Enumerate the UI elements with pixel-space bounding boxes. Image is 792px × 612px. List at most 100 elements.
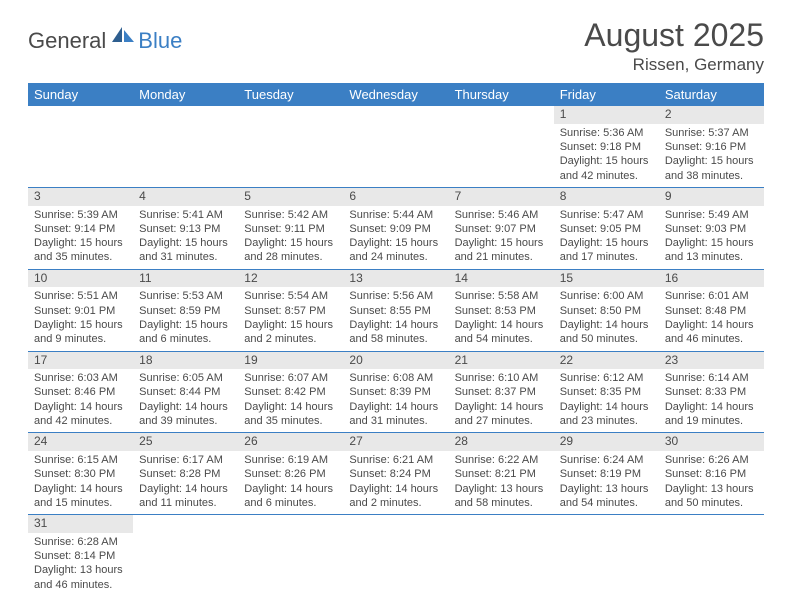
day-details: Sunrise: 5:54 AMSunset: 8:57 PMDaylight:… <box>238 287 343 350</box>
sunset-text: Sunset: 9:11 PM <box>244 222 337 236</box>
sunrise-text: Sunrise: 5:44 AM <box>349 208 442 222</box>
day-details: Sunrise: 6:22 AMSunset: 8:21 PMDaylight:… <box>449 451 554 514</box>
calendar-day-cell: 11Sunrise: 5:53 AMSunset: 8:59 PMDayligh… <box>133 269 238 351</box>
day-details: Sunrise: 6:00 AMSunset: 8:50 PMDaylight:… <box>554 287 659 350</box>
day-number: 12 <box>238 270 343 288</box>
calendar-day-cell: 19Sunrise: 6:07 AMSunset: 8:42 PMDayligh… <box>238 351 343 433</box>
calendar-day-cell: 22Sunrise: 6:12 AMSunset: 8:35 PMDayligh… <box>554 351 659 433</box>
day-number: 11 <box>133 270 238 288</box>
day-number: 25 <box>133 433 238 451</box>
sunrise-text: Sunrise: 6:12 AM <box>560 371 653 385</box>
day-number: 15 <box>554 270 659 288</box>
daylight-text: Daylight: 14 hours and 50 minutes. <box>560 318 653 347</box>
sunrise-text: Sunrise: 5:47 AM <box>560 208 653 222</box>
day-number: 5 <box>238 188 343 206</box>
location-label: Rissen, Germany <box>584 55 764 75</box>
sunrise-text: Sunrise: 6:19 AM <box>244 453 337 467</box>
sunset-text: Sunset: 8:46 PM <box>34 385 127 399</box>
daylight-text: Daylight: 13 hours and 46 minutes. <box>34 563 127 592</box>
day-number: 26 <box>238 433 343 451</box>
daylight-text: Daylight: 14 hours and 31 minutes. <box>349 400 442 429</box>
sunrise-text: Sunrise: 6:05 AM <box>139 371 232 385</box>
sunrise-text: Sunrise: 6:26 AM <box>665 453 758 467</box>
day-details: Sunrise: 6:12 AMSunset: 8:35 PMDaylight:… <box>554 369 659 432</box>
calendar-day-cell <box>554 515 659 596</box>
sunset-text: Sunset: 8:44 PM <box>139 385 232 399</box>
sunset-text: Sunset: 8:42 PM <box>244 385 337 399</box>
daylight-text: Daylight: 14 hours and 35 minutes. <box>244 400 337 429</box>
day-number: 22 <box>554 352 659 370</box>
sunrise-text: Sunrise: 6:15 AM <box>34 453 127 467</box>
weekday-header: Tuesday <box>238 83 343 106</box>
calendar-day-cell: 24Sunrise: 6:15 AMSunset: 8:30 PMDayligh… <box>28 433 133 515</box>
sunrise-text: Sunrise: 6:10 AM <box>455 371 548 385</box>
daylight-text: Daylight: 13 hours and 58 minutes. <box>455 482 548 511</box>
weekday-header: Wednesday <box>343 83 448 106</box>
sunset-text: Sunset: 9:05 PM <box>560 222 653 236</box>
day-details: Sunrise: 5:39 AMSunset: 9:14 PMDaylight:… <box>28 206 133 269</box>
sunrise-text: Sunrise: 6:17 AM <box>139 453 232 467</box>
daylight-text: Daylight: 15 hours and 31 minutes. <box>139 236 232 265</box>
calendar-day-cell: 12Sunrise: 5:54 AMSunset: 8:57 PMDayligh… <box>238 269 343 351</box>
day-number: 30 <box>659 433 764 451</box>
sunset-text: Sunset: 8:19 PM <box>560 467 653 481</box>
sunset-text: Sunset: 9:18 PM <box>560 140 653 154</box>
day-details: Sunrise: 6:26 AMSunset: 8:16 PMDaylight:… <box>659 451 764 514</box>
calendar-week-row: 31Sunrise: 6:28 AMSunset: 8:14 PMDayligh… <box>28 515 764 596</box>
day-number: 2 <box>659 106 764 124</box>
day-details: Sunrise: 6:01 AMSunset: 8:48 PMDaylight:… <box>659 287 764 350</box>
day-details: Sunrise: 5:56 AMSunset: 8:55 PMDaylight:… <box>343 287 448 350</box>
calendar-week-row: 10Sunrise: 5:51 AMSunset: 9:01 PMDayligh… <box>28 269 764 351</box>
calendar-day-cell: 10Sunrise: 5:51 AMSunset: 9:01 PMDayligh… <box>28 269 133 351</box>
day-number: 6 <box>343 188 448 206</box>
daylight-text: Daylight: 14 hours and 27 minutes. <box>455 400 548 429</box>
logo-text-blue: Blue <box>138 28 182 54</box>
sunrise-text: Sunrise: 6:22 AM <box>455 453 548 467</box>
month-title: August 2025 <box>584 18 764 53</box>
sunrise-text: Sunrise: 5:36 AM <box>560 126 653 140</box>
daylight-text: Daylight: 14 hours and 23 minutes. <box>560 400 653 429</box>
day-details: Sunrise: 6:08 AMSunset: 8:39 PMDaylight:… <box>343 369 448 432</box>
day-details: Sunrise: 6:15 AMSunset: 8:30 PMDaylight:… <box>28 451 133 514</box>
calendar-page: General Blue August 2025 Rissen, Germany… <box>0 0 792 612</box>
sunset-text: Sunset: 8:24 PM <box>349 467 442 481</box>
day-details: Sunrise: 6:07 AMSunset: 8:42 PMDaylight:… <box>238 369 343 432</box>
day-number: 24 <box>28 433 133 451</box>
day-details: Sunrise: 5:41 AMSunset: 9:13 PMDaylight:… <box>133 206 238 269</box>
logo: General Blue <box>28 18 182 57</box>
daylight-text: Daylight: 14 hours and 19 minutes. <box>665 400 758 429</box>
sunset-text: Sunset: 8:30 PM <box>34 467 127 481</box>
calendar-day-cell: 15Sunrise: 6:00 AMSunset: 8:50 PMDayligh… <box>554 269 659 351</box>
day-number: 18 <box>133 352 238 370</box>
logo-text-general: General <box>28 28 106 54</box>
day-details: Sunrise: 6:19 AMSunset: 8:26 PMDaylight:… <box>238 451 343 514</box>
day-number: 7 <box>449 188 554 206</box>
calendar-day-cell: 28Sunrise: 6:22 AMSunset: 8:21 PMDayligh… <box>449 433 554 515</box>
calendar-day-cell <box>343 515 448 596</box>
daylight-text: Daylight: 15 hours and 2 minutes. <box>244 318 337 347</box>
sunset-text: Sunset: 8:50 PM <box>560 304 653 318</box>
calendar-day-cell: 13Sunrise: 5:56 AMSunset: 8:55 PMDayligh… <box>343 269 448 351</box>
sunset-text: Sunset: 9:16 PM <box>665 140 758 154</box>
day-number: 28 <box>449 433 554 451</box>
calendar-day-cell <box>449 515 554 596</box>
calendar-day-cell: 8Sunrise: 5:47 AMSunset: 9:05 PMDaylight… <box>554 187 659 269</box>
day-number: 16 <box>659 270 764 288</box>
sunrise-text: Sunrise: 5:37 AM <box>665 126 758 140</box>
day-number: 14 <box>449 270 554 288</box>
sunrise-text: Sunrise: 6:01 AM <box>665 289 758 303</box>
calendar-day-cell: 16Sunrise: 6:01 AMSunset: 8:48 PMDayligh… <box>659 269 764 351</box>
calendar-week-row: 3Sunrise: 5:39 AMSunset: 9:14 PMDaylight… <box>28 187 764 269</box>
sunset-text: Sunset: 8:39 PM <box>349 385 442 399</box>
calendar-day-cell: 3Sunrise: 5:39 AMSunset: 9:14 PMDaylight… <box>28 187 133 269</box>
calendar-day-cell: 20Sunrise: 6:08 AMSunset: 8:39 PMDayligh… <box>343 351 448 433</box>
day-number: 10 <box>28 270 133 288</box>
day-details: Sunrise: 6:17 AMSunset: 8:28 PMDaylight:… <box>133 451 238 514</box>
day-details: Sunrise: 5:49 AMSunset: 9:03 PMDaylight:… <box>659 206 764 269</box>
calendar-day-cell <box>238 515 343 596</box>
day-number: 21 <box>449 352 554 370</box>
sunrise-text: Sunrise: 5:49 AM <box>665 208 758 222</box>
sunrise-text: Sunrise: 5:51 AM <box>34 289 127 303</box>
day-number: 23 <box>659 352 764 370</box>
day-number: 9 <box>659 188 764 206</box>
